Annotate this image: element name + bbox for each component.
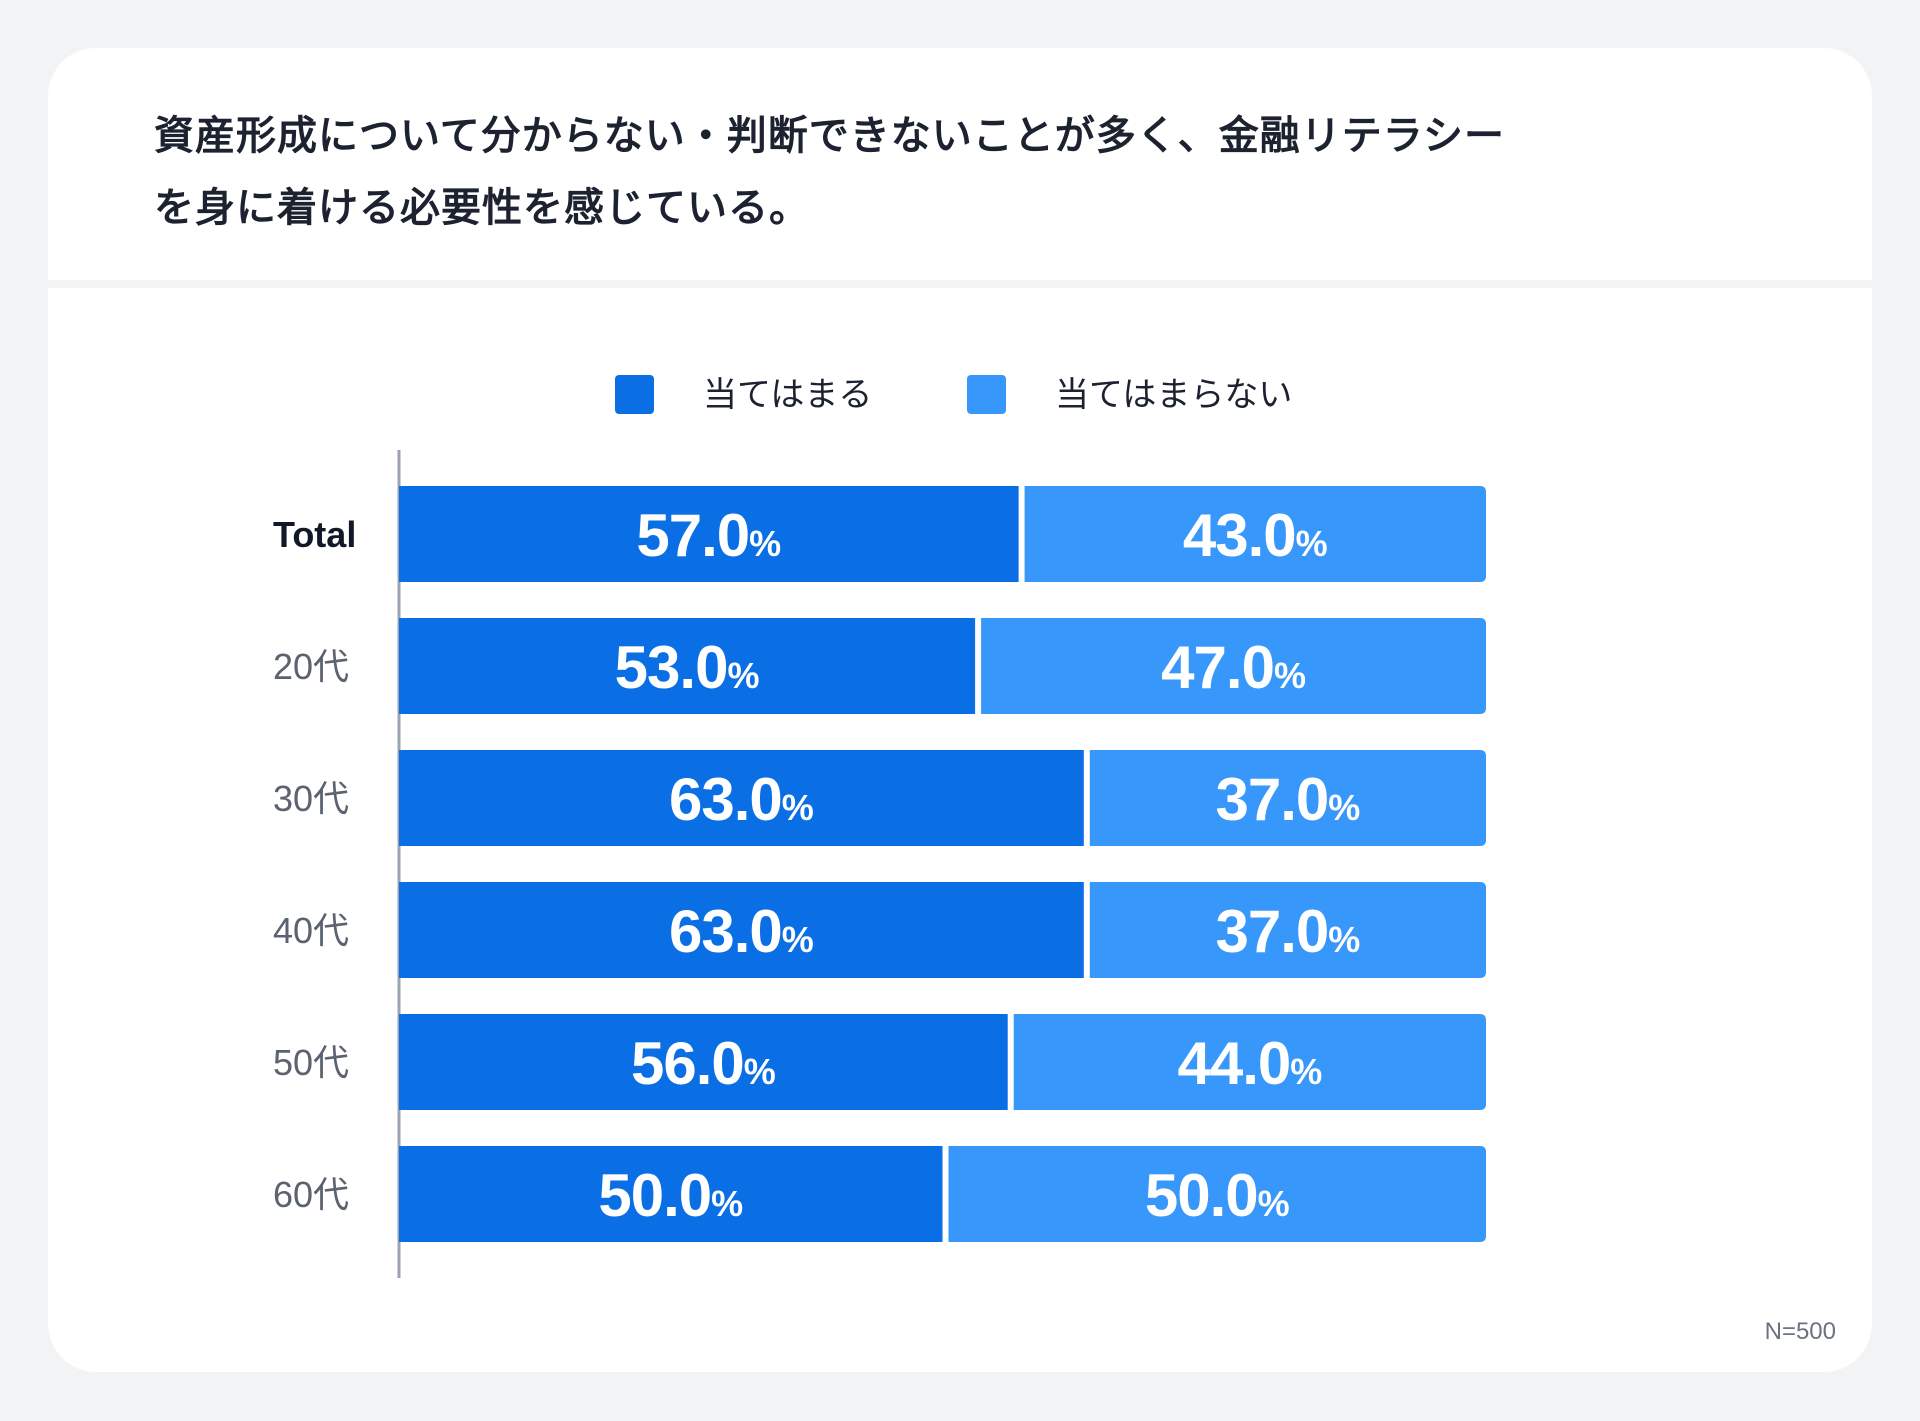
- category-label-4: 40代: [273, 910, 349, 951]
- bar-6-series-2: [948, 1146, 1486, 1242]
- bar-2-series-1: [399, 618, 976, 714]
- category-label-2: 20代: [273, 646, 349, 687]
- bar-4-series-2: [1089, 882, 1486, 978]
- bar-2-series-2: [981, 618, 1486, 714]
- data-label-6-series-1: 50.0%: [598, 1162, 743, 1229]
- data-label-3-series-1: 63.0%: [669, 766, 814, 833]
- bar-1-series-2: [1024, 486, 1486, 582]
- chart-title-line-2: を身に着ける必要性を感じている。: [154, 185, 810, 231]
- bar-3-series-1: [399, 750, 1084, 846]
- data-label-5-series-2: 44.0%: [1177, 1030, 1322, 1097]
- bar-6-series-1: [399, 1146, 943, 1242]
- bar-4-series-1: [399, 882, 1084, 978]
- category-label-6: 60代: [273, 1174, 349, 1215]
- category-label-5: 50代: [273, 1042, 349, 1083]
- chart-title-line-1: 資産形成について分からない・判断できないことが多く、金融リテラシー: [154, 113, 1505, 159]
- category-label-1: Total: [273, 514, 356, 555]
- data-label-2-series-2: 47.0%: [1161, 634, 1306, 701]
- legend-swatch-1: [615, 375, 654, 414]
- data-label-1-series-1: 57.0%: [636, 502, 781, 569]
- legend-swatch-2: [967, 375, 1006, 414]
- data-label-2-series-1: 53.0%: [615, 634, 760, 701]
- legend-label-1: 当てはまる: [703, 375, 872, 415]
- data-label-4-series-2: 37.0%: [1216, 898, 1361, 965]
- bar-3-series-2: [1089, 750, 1486, 846]
- data-label-4-series-1: 63.0%: [669, 898, 814, 965]
- data-label-3-series-2: 37.0%: [1216, 766, 1361, 833]
- sample-size-note: N=500: [1764, 1318, 1836, 1345]
- bar-5-series-2: [1013, 1014, 1486, 1110]
- chart-title: 資産形成について分からない・判断できないことが多く、金融リテラシー を身に着ける…: [154, 100, 1794, 244]
- legend-label-2: 当てはまらない: [1055, 375, 1292, 415]
- data-label-1-series-2: 43.0%: [1183, 502, 1328, 569]
- category-label-3: 30代: [273, 778, 349, 819]
- bar-1-series-1: [399, 486, 1019, 582]
- data-label-5-series-1: 56.0%: [631, 1030, 776, 1097]
- bar-5-series-1: [399, 1014, 1008, 1110]
- data-label-6-series-2: 50.0%: [1145, 1162, 1290, 1229]
- title-divider: [48, 280, 1872, 288]
